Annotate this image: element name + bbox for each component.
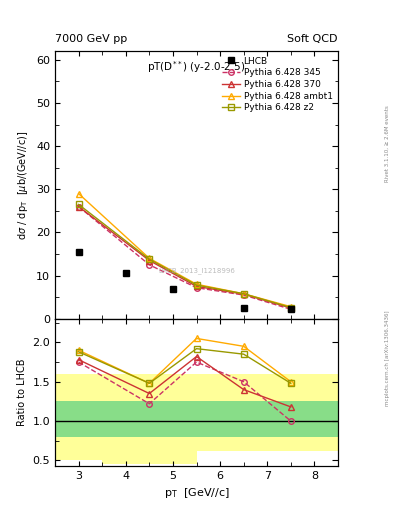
Pythia 6.428 370 — [147, 258, 152, 264]
LHCB — [241, 305, 246, 311]
Pythia 6.428 z2 — [76, 201, 81, 207]
Pythia 6.428 370 — [288, 305, 293, 311]
Pythia 6.428 ambt1 — [241, 291, 246, 297]
LHCB — [76, 249, 81, 255]
Pythia 6.428 345 — [147, 262, 152, 268]
Legend: LHCB, Pythia 6.428 345, Pythia 6.428 370, Pythia 6.428 ambt1, Pythia 6.428 z2: LHCB, Pythia 6.428 345, Pythia 6.428 370… — [218, 53, 336, 116]
Pythia 6.428 345 — [76, 203, 81, 209]
Text: Rivet 3.1.10, ≥ 2.6M events: Rivet 3.1.10, ≥ 2.6M events — [385, 105, 390, 182]
Pythia 6.428 ambt1 — [288, 304, 293, 310]
Pythia 6.428 z2 — [241, 291, 246, 297]
Line: Pythia 6.428 ambt1: Pythia 6.428 ambt1 — [76, 191, 294, 309]
X-axis label: p$_\mathregular{T}$  [GeV//c]: p$_\mathregular{T}$ [GeV//c] — [163, 486, 230, 500]
LHCB — [123, 270, 128, 276]
Line: LHCB: LHCB — [75, 248, 294, 313]
Pythia 6.428 ambt1 — [147, 255, 152, 262]
Pythia 6.428 ambt1 — [76, 190, 81, 197]
Text: Soft QCD: Soft QCD — [288, 33, 338, 44]
Pythia 6.428 370 — [76, 203, 81, 209]
Pythia 6.428 z2 — [147, 256, 152, 262]
Text: mcplots.cern.ch [arXiv:1306.3436]: mcplots.cern.ch [arXiv:1306.3436] — [385, 311, 390, 406]
Pythia 6.428 z2 — [194, 282, 199, 288]
Pythia 6.428 370 — [241, 291, 246, 297]
Pythia 6.428 370 — [194, 283, 199, 289]
Pythia 6.428 345 — [288, 306, 293, 312]
Pythia 6.428 z2 — [288, 305, 293, 311]
Text: pT(D$^{**}$) (y-2.0-2.5): pT(D$^{**}$) (y-2.0-2.5) — [147, 59, 246, 75]
Pythia 6.428 345 — [194, 285, 199, 291]
LHCB — [171, 286, 175, 292]
Pythia 6.428 345 — [241, 292, 246, 298]
Text: 7000 GeV pp: 7000 GeV pp — [55, 33, 127, 44]
Y-axis label: Ratio to LHCB: Ratio to LHCB — [17, 358, 27, 426]
Pythia 6.428 ambt1 — [194, 281, 199, 287]
Line: Pythia 6.428 370: Pythia 6.428 370 — [76, 204, 294, 311]
Y-axis label: d$\sigma$ / dp$_\mathregular{T}$  [$\mu$b/(GeV//c)]: d$\sigma$ / dp$_\mathregular{T}$ [$\mu$b… — [17, 131, 31, 240]
Line: Pythia 6.428 z2: Pythia 6.428 z2 — [76, 202, 294, 310]
LHCB — [288, 306, 293, 312]
Text: LHCB_2013_I1218996: LHCB_2013_I1218996 — [158, 267, 235, 274]
Line: Pythia 6.428 345: Pythia 6.428 345 — [76, 204, 294, 312]
